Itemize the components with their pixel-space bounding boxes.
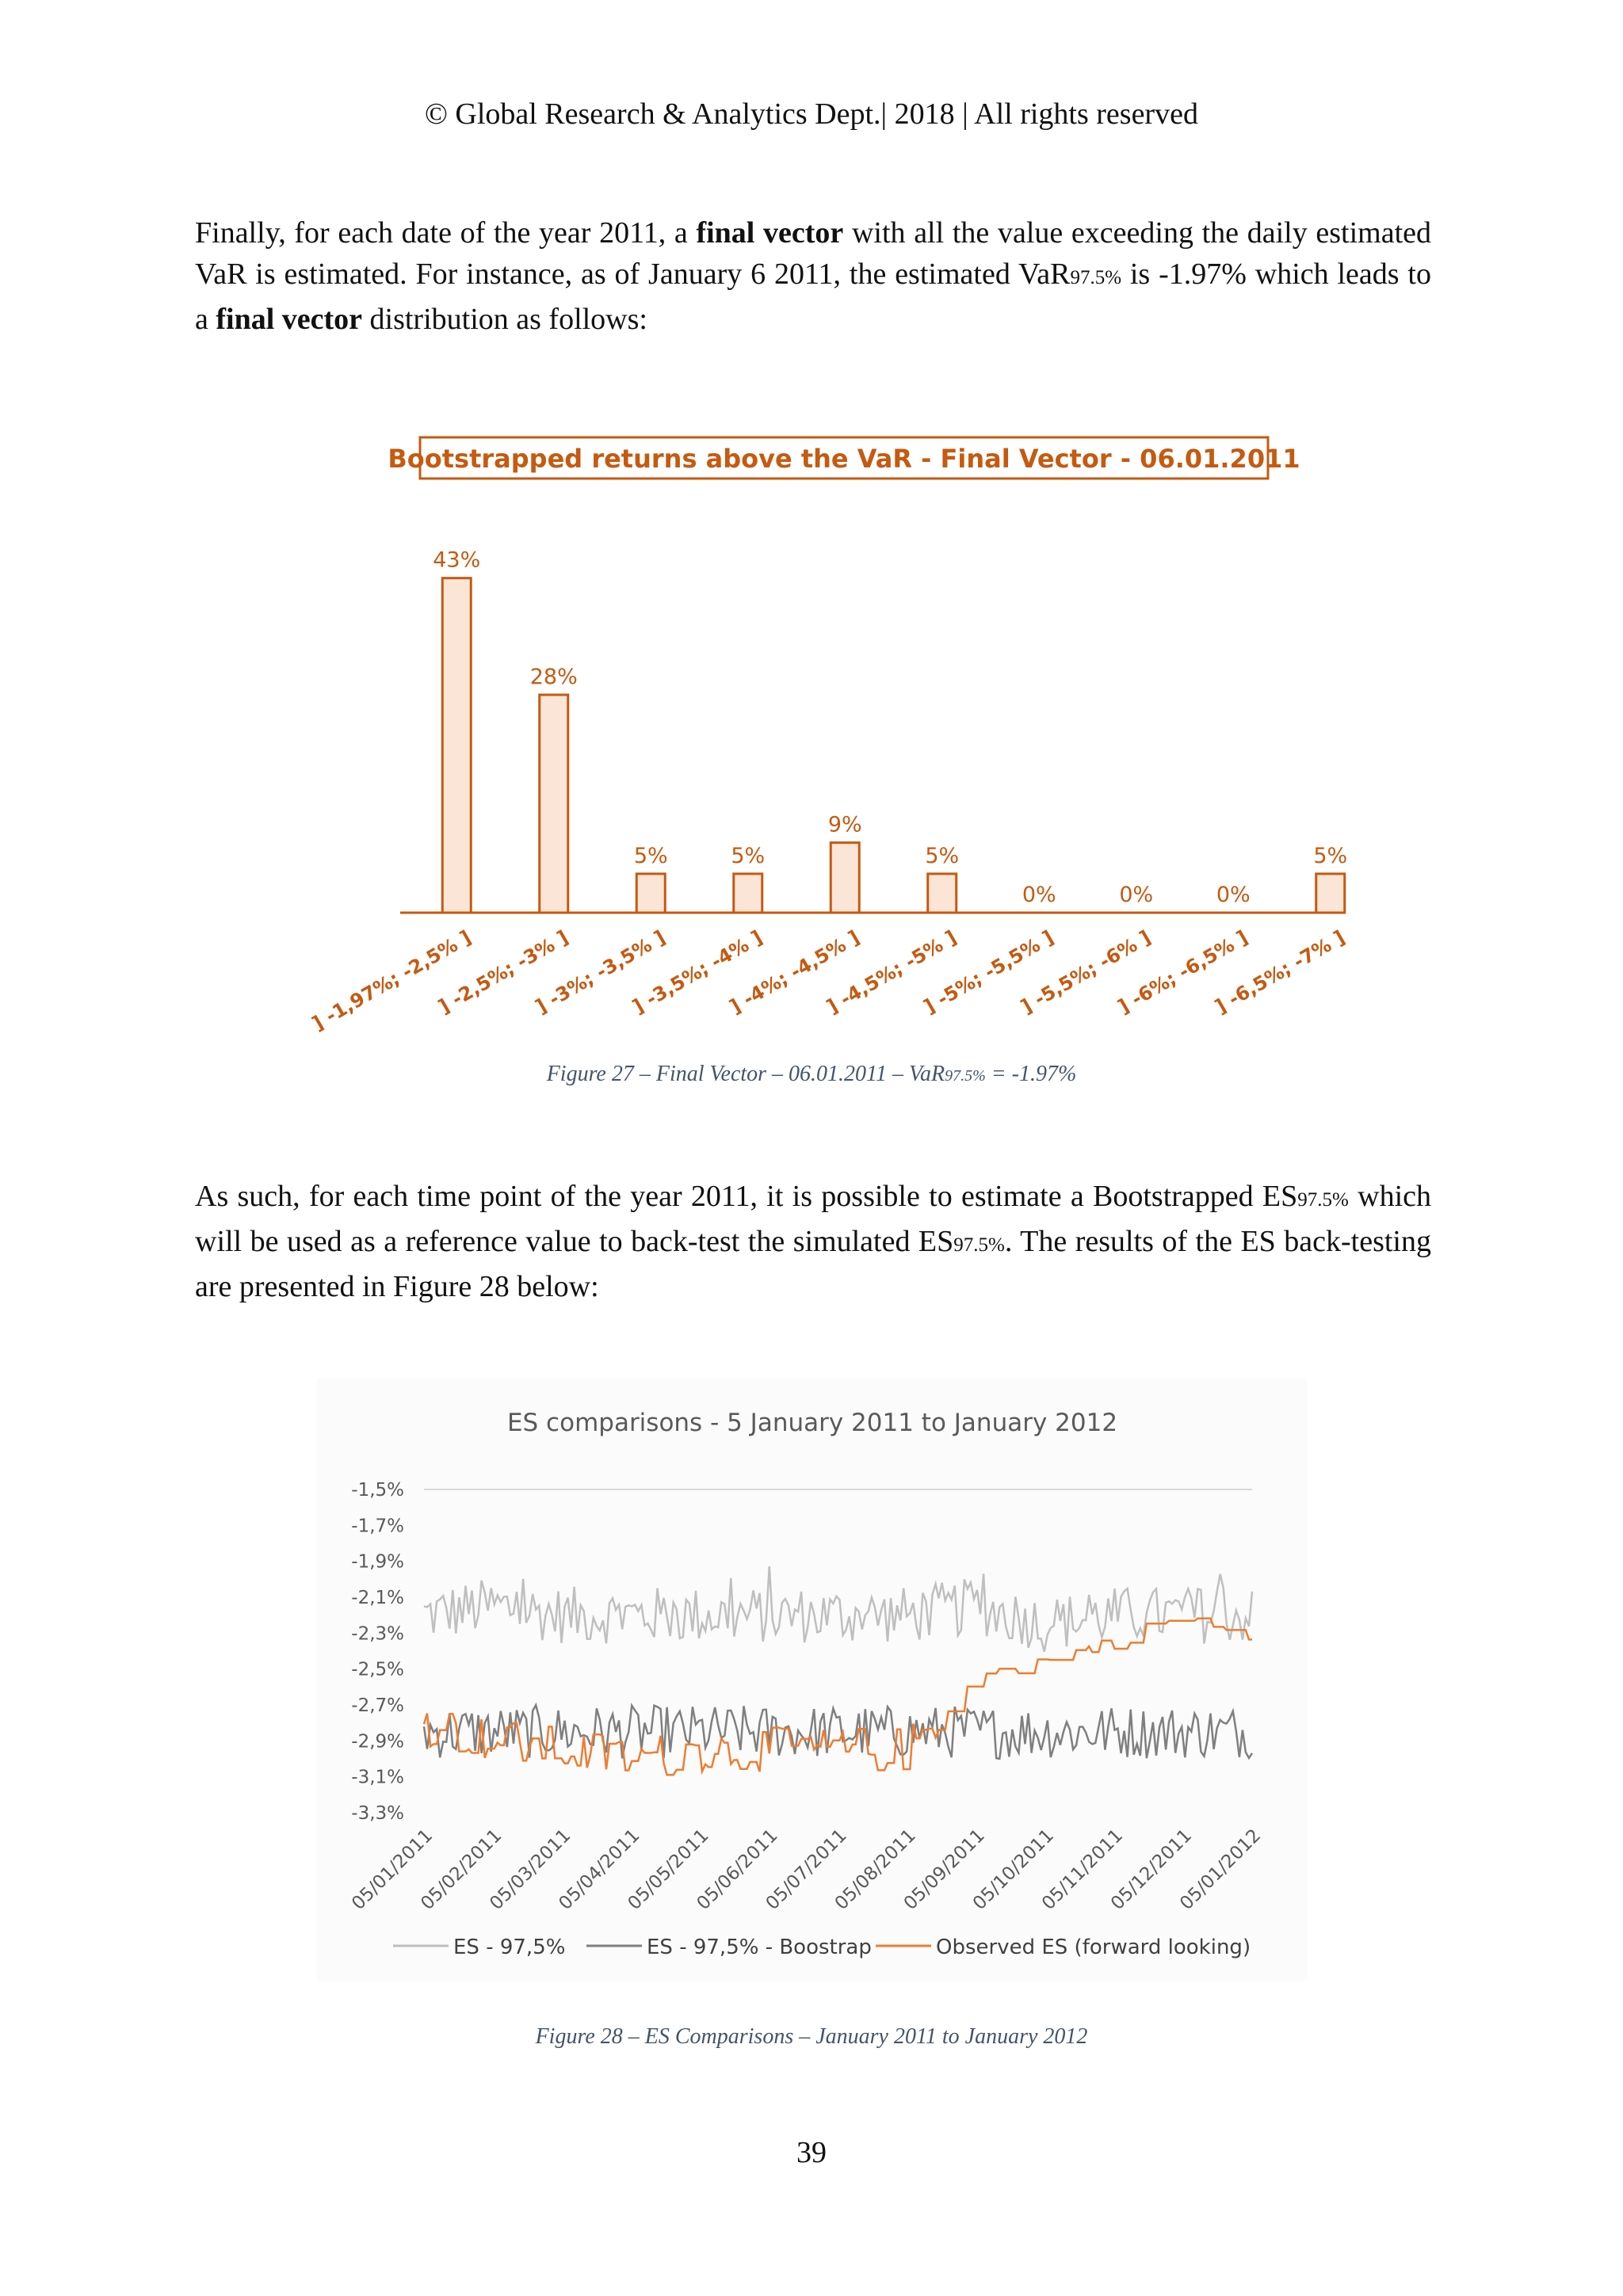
y-tick-label-6: -2,7% [351, 1695, 404, 1716]
es-comparison-line-chart: ES comparisons - 5 January 2011 to Janua… [348, 1409, 1265, 1959]
y-tick-label-0: -1,5% [351, 1480, 404, 1501]
bar-data-label-3: 5% [731, 844, 765, 868]
bar-3 [732, 872, 764, 914]
bar-1 [538, 693, 570, 914]
y-tick-label-7: -2,9% [351, 1731, 404, 1752]
page-number: 39 [796, 2136, 827, 2169]
bar-data-label-5: 5% [925, 844, 959, 868]
y-tick-label-2: -1,9% [351, 1552, 404, 1573]
series-line-2 [422, 1617, 1252, 1776]
bar-data-label-2: 5% [634, 844, 668, 868]
y-tick-label-5: -2,5% [351, 1660, 404, 1680]
bar-data-label-1: 28% [530, 665, 578, 689]
legend-observed-label: Observed ES (forward looking) [936, 1936, 1251, 1959]
bar-4 [829, 841, 861, 914]
bar-2 [635, 872, 666, 914]
figure28-caption: Figure 28 – ES Comparisons – January 201… [535, 2024, 1088, 2049]
bar-0 [441, 577, 472, 914]
series-line-0 [423, 1566, 1254, 1653]
y-tick-label-8: -3,1% [351, 1768, 404, 1788]
chart2-background [317, 1379, 1308, 1981]
running-header: © Global Research & Analytics Dept.| 201… [425, 97, 1198, 131]
series-line-1 [422, 1702, 1254, 1760]
bar-data-label-9: 5% [1313, 844, 1347, 868]
chart2-title: ES comparisons - 5 January 2011 to Janua… [507, 1409, 1117, 1437]
figure27-caption: Figure 27 – Final Vector – 06.01.2011 – … [546, 1062, 1077, 1086]
paragraph-es: As such, for each time point of the year… [195, 1180, 1431, 1303]
bar-data-label-8: 0% [1216, 883, 1251, 907]
paragraph-intro: Finally, for each date of the year 2011,… [195, 216, 1432, 336]
legend-bootstrap-label: ES - 97,5% - Boostrap [647, 1936, 872, 1959]
legend-es-label: ES - 97,5% [453, 1936, 565, 1959]
final-vector-bar-chart: Bootstrapped returns above the VaR - Fin… [308, 436, 1349, 1035]
y-tick-label-1: -1,7% [351, 1516, 404, 1536]
chart1-title-box [418, 436, 1270, 480]
bar-data-label-0: 43% [433, 548, 480, 573]
chart1-title: Bootstrapped returns above the VaR - Fin… [388, 444, 1300, 474]
chart2-legend: ES - 97,5% ES - 97,5% - Boostrap Observe… [393, 1936, 1251, 1959]
bar-category-label-0: ] -1,97%; -2,5% ] [308, 926, 475, 1035]
bar-5 [926, 872, 958, 914]
y-tick-label-9: -3,3% [351, 1803, 404, 1824]
bar-data-label-7: 0% [1119, 883, 1153, 907]
bar-data-label-4: 9% [828, 813, 862, 837]
bar-9 [1315, 872, 1346, 914]
y-tick-label-4: -2,3% [351, 1623, 404, 1644]
y-tick-label-3: -2,1% [351, 1588, 404, 1608]
bar-data-label-6: 0% [1022, 883, 1056, 907]
